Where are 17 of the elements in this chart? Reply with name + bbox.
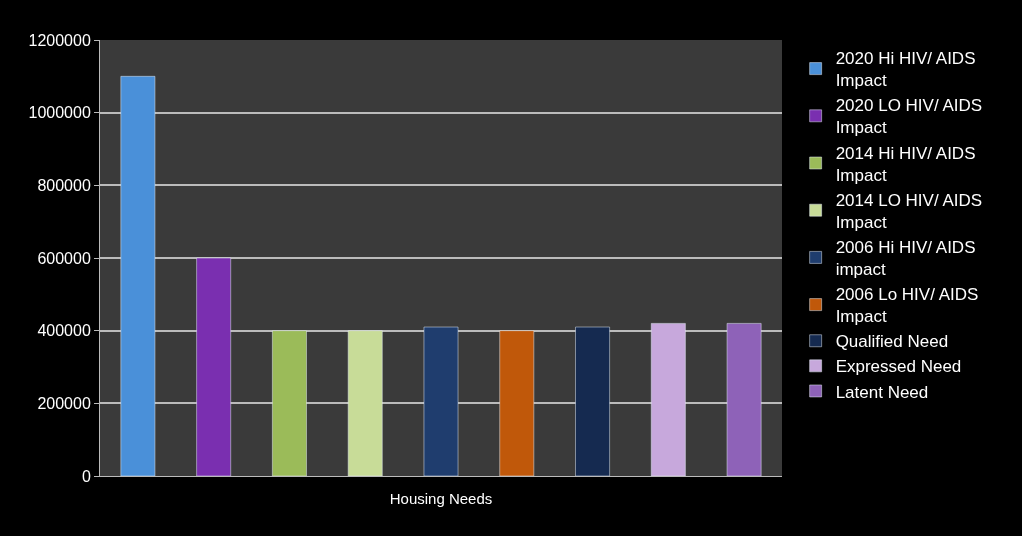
legend-label: 2014 Hi HIV/ AIDS Impact — [835, 143, 976, 185]
legend-label: 2014 LO HIV/ AIDS Impact — [835, 190, 983, 232]
legend-label: 2020 LO HIV/ AIDS Impact — [835, 96, 983, 138]
legend-label: 2006 Hi HIV/ AIDS impact — [835, 237, 976, 280]
y-tick-label: 600000 — [37, 249, 91, 267]
legend-label: Latent Need — [835, 382, 929, 402]
legend-label: 2020 Hi HIV/ AIDS Impact — [835, 49, 976, 91]
y-tick-label: 400000 — [37, 322, 91, 340]
legend-label: 2006 Lo HIV/ AIDS Impact — [835, 285, 979, 327]
legend-label: Expressed Need — [835, 357, 962, 377]
y-tick-label: 800000 — [37, 176, 91, 194]
y-tick-label: 1200000 — [28, 31, 91, 49]
y-tick-label: 1000000 — [28, 104, 91, 122]
x-axis-title: Housing Needs — [389, 490, 493, 508]
y-tick-label: 200000 — [37, 394, 91, 412]
y-tick-label: 0 — [81, 467, 91, 485]
legend-label: Qualified Need — [835, 332, 949, 352]
